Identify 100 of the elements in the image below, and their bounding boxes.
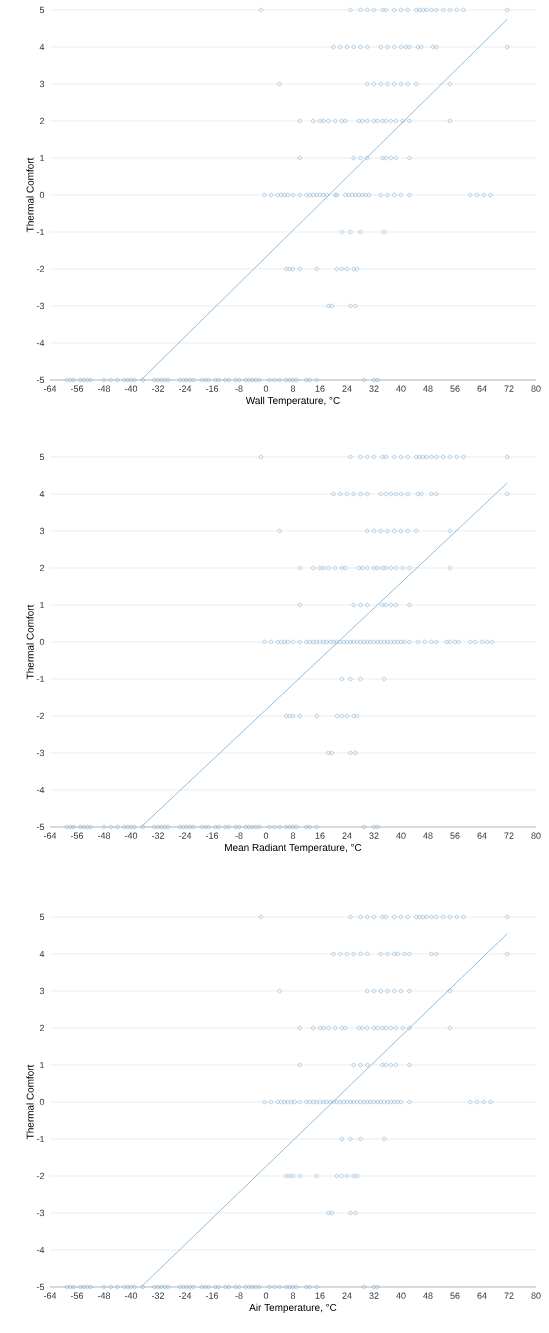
x-tick-label: 0: [263, 385, 269, 392]
point: [447, 1025, 452, 1031]
point: [85, 1284, 90, 1290]
point: [407, 951, 412, 957]
point: [383, 1025, 388, 1031]
point: [400, 565, 405, 571]
point: [375, 565, 380, 571]
point: [328, 1099, 333, 1105]
point: [365, 565, 370, 571]
point: [488, 1099, 493, 1105]
point: [371, 81, 377, 87]
point: [420, 914, 425, 920]
point: [247, 1284, 252, 1290]
point: [132, 377, 137, 383]
y-tick-label: 0: [39, 638, 45, 646]
point: [166, 824, 171, 830]
point: [447, 988, 452, 994]
point: [253, 824, 258, 830]
point: [213, 824, 218, 830]
point: [351, 639, 356, 645]
point: [132, 1284, 137, 1290]
x-axis-title: Mean Radiant Temperature, °C: [225, 843, 362, 853]
point: [380, 155, 385, 161]
y-tick-label: 4: [39, 950, 45, 958]
point: [216, 1284, 221, 1290]
point: [405, 7, 410, 13]
point: [122, 377, 127, 383]
point: [181, 1284, 186, 1290]
point: [290, 192, 296, 198]
y-tick-label: -1: [36, 228, 45, 236]
point: [297, 1025, 302, 1031]
point: [307, 824, 312, 830]
point: [388, 491, 393, 497]
point: [383, 491, 388, 497]
point: [272, 824, 277, 830]
point: [402, 639, 407, 645]
point: [380, 602, 385, 608]
point: [360, 565, 365, 571]
point: [243, 1284, 248, 1290]
point: [382, 1136, 387, 1142]
point: [365, 639, 370, 645]
point: [338, 639, 343, 645]
y-tick-label: 1: [40, 1061, 45, 1069]
x-tick-label: -24: [178, 832, 192, 839]
point: [243, 824, 248, 830]
point: [277, 1284, 282, 1290]
point: [388, 1099, 393, 1105]
point: [382, 1099, 387, 1105]
point: [361, 377, 366, 383]
point: [414, 914, 419, 920]
point: [375, 1025, 380, 1031]
point: [414, 454, 419, 460]
point: [393, 1062, 398, 1068]
point: [307, 639, 312, 645]
point: [152, 377, 157, 383]
point: [356, 118, 361, 124]
y-axis-title: Thermal Comfort: [26, 604, 34, 680]
point: [429, 7, 434, 13]
point: [159, 824, 164, 830]
point: [341, 1099, 346, 1105]
point: [166, 1284, 171, 1290]
point: [371, 824, 377, 830]
y-tick-label: 4: [39, 43, 45, 51]
point: [247, 824, 252, 830]
point: [125, 1284, 130, 1290]
point: [284, 713, 289, 719]
point: [331, 491, 336, 497]
point: [481, 192, 486, 198]
point: [304, 377, 309, 383]
point: [277, 81, 282, 87]
point: [339, 713, 344, 719]
point: [393, 491, 398, 497]
point: [184, 824, 189, 830]
point: [407, 602, 412, 608]
point: [297, 266, 302, 272]
point: [348, 914, 353, 920]
point: [405, 81, 410, 87]
point: [383, 155, 388, 161]
point: [375, 1099, 380, 1105]
point: [392, 528, 397, 534]
point: [321, 118, 326, 124]
point: [262, 192, 267, 198]
point: [348, 303, 353, 309]
point: [344, 951, 350, 957]
x-axis-title: Air Temperature, °C: [249, 1303, 337, 1313]
point: [468, 1099, 473, 1105]
point: [346, 192, 351, 198]
point: [385, 192, 390, 198]
point: [287, 266, 292, 272]
point: [447, 81, 452, 87]
point: [314, 377, 319, 383]
point: [287, 1173, 292, 1179]
point: [258, 454, 263, 460]
point: [473, 639, 478, 645]
point: [365, 454, 370, 460]
point: [314, 1173, 319, 1179]
point: [434, 639, 439, 645]
point: [331, 44, 336, 50]
point: [392, 44, 397, 50]
point: [321, 1025, 326, 1031]
